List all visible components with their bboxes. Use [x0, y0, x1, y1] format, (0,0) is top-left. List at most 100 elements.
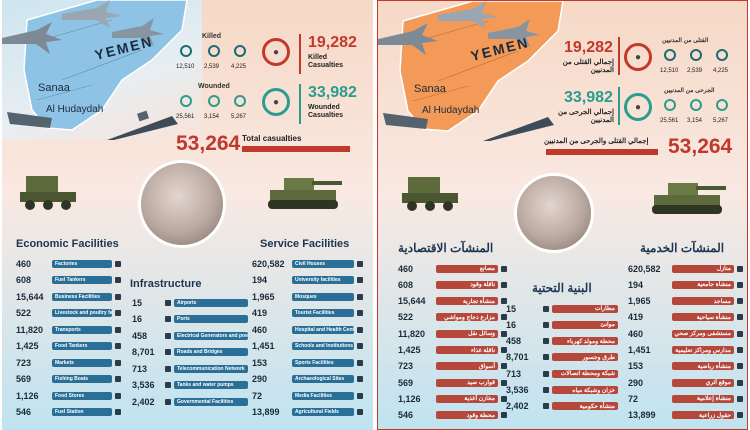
facility-count: 153: [628, 361, 644, 372]
wounded-children-count: 3,154: [687, 118, 703, 124]
tank-icon: [268, 178, 342, 209]
facility-count: 3,536: [506, 385, 529, 395]
facility-count: 546: [398, 410, 414, 421]
facility-count: 460: [16, 258, 32, 269]
facility-count: 15: [506, 303, 517, 314]
facility-label: منشأة جامعية: [672, 280, 734, 289]
facility-label: Fishing Boats: [52, 375, 112, 383]
wounded-women-count: 5,267: [713, 118, 729, 124]
man-icon: [180, 45, 192, 57]
facility-label: حقول زراعية: [672, 411, 734, 420]
facility-label: محطة وقود: [436, 411, 498, 420]
facility-row: 419 منشأة سياحية: [628, 312, 743, 323]
facility-row: 1,965 Mosques: [252, 291, 363, 302]
map-city-sanaa: Sanaa: [38, 82, 70, 94]
facility-icon: [357, 409, 363, 415]
facility-label: Agricultural Fields: [292, 408, 354, 416]
wounded-total-label: إجمالي الجرحى من المدنيين: [557, 109, 614, 125]
facility-count: 3,536: [132, 380, 155, 390]
facility-count: 546: [16, 407, 32, 417]
facility-label: Mosques: [292, 292, 354, 301]
child-icon: [208, 95, 220, 107]
facility-count: 460: [398, 263, 414, 274]
facility-icon: [115, 359, 121, 366]
facility-count: 15: [132, 297, 143, 308]
facility-icon: [165, 398, 171, 405]
wounded-men-count: 25,561: [660, 118, 679, 124]
facility-count: 1,451: [628, 345, 651, 355]
wounded-total-label-line1: Wounded: [308, 104, 340, 111]
facility-label: Fuel Station: [52, 408, 112, 416]
facility-count: 194: [252, 275, 268, 285]
facility-count: 72: [252, 390, 263, 401]
facility-label: وسائل نقل: [436, 329, 498, 338]
facility-row: 11,820 Transports: [16, 324, 121, 335]
economic-facilities-title: المنشآت الاقتصادية: [398, 241, 494, 255]
facility-label: مساجد: [672, 297, 734, 306]
facility-count: 713: [506, 368, 522, 379]
facility-row: 419 Tourist Facilities: [252, 308, 363, 319]
facility-row: 713 Telecommunication Network: [132, 363, 248, 374]
map-city-hudaydah: Al Hudaydah: [422, 105, 480, 116]
facility-icon: [357, 326, 363, 333]
divider: [299, 84, 301, 124]
facility-row: 194 University facilities: [252, 275, 363, 286]
facility-icon: [543, 403, 549, 410]
facility-row: 458 محطة ومولد كهرباء: [506, 336, 618, 347]
facility-count: 1,425: [398, 345, 421, 355]
facility-row: 290 Archaeological Sites: [252, 374, 363, 385]
service-facilities-title: Service Facilities: [260, 238, 350, 250]
facility-count: 1,126: [398, 393, 421, 404]
rocket-launcher-icon: [20, 176, 76, 210]
killed-children-count: 2,539: [204, 64, 220, 70]
rocket-launcher-icon: [402, 177, 458, 211]
killed-label: القتلى من المدنيين: [662, 38, 709, 44]
economic-facilities-title: Economic Facilities: [16, 238, 119, 250]
facility-icon: [737, 314, 743, 321]
facility-icon: [737, 363, 743, 370]
facility-label: Archaeological Sites: [292, 375, 354, 383]
facility-count: 16: [506, 319, 517, 330]
infrastructure-title: Infrastructure: [130, 278, 202, 290]
facility-label: خزان وشبكة مياه: [552, 386, 618, 394]
facility-icon: [737, 265, 743, 272]
facility-icon: [501, 265, 507, 272]
facility-label: طرق وجسور: [552, 353, 618, 362]
facility-icon: [501, 281, 507, 288]
english-infographic-panel: YEMEN Sanaa Al Hudaydah Killed 12,510 2,…: [2, 0, 373, 430]
facility-row: 522 مزارع دجاج ومواشي: [398, 312, 507, 323]
facility-count: 608: [16, 275, 32, 285]
facility-label: مخازن أغذية: [436, 394, 498, 403]
facility-icon: [165, 382, 171, 388]
facility-icon: [737, 330, 743, 337]
facility-row: 569 قوارب صيد: [398, 377, 507, 388]
facility-row: 1,126 Food Stores: [16, 390, 121, 401]
facility-label: محطة ومولد كهرباء: [552, 337, 618, 346]
arabic-infographic-panel: YEMEN Sanaa Al Hudaydah 19,282 إجمالي ال…: [377, 0, 748, 430]
facility-row: 460 مصانع: [398, 263, 507, 274]
killed-label: Killed: [202, 33, 222, 40]
facility-count: 11,820: [398, 328, 426, 339]
facility-row: 2,402 Governmental Facilities: [132, 396, 248, 407]
facility-count: 1,965: [628, 296, 651, 307]
woman-icon: [716, 99, 728, 111]
warship-icon: [7, 110, 178, 140]
facility-label: منشأة تجارية: [436, 297, 498, 306]
facility-row: 15,644 Business Facilities: [16, 291, 121, 302]
facility-row: 546 Fuel Station: [16, 407, 121, 418]
facility-icon: [115, 343, 121, 349]
facility-label: قوارب صيد: [436, 378, 498, 387]
facility-row: 15,644 منشأة تجارية: [398, 296, 507, 307]
facility-row: 620,582 منازل: [628, 263, 743, 274]
facility-count: 713: [132, 363, 148, 374]
facility-count: 153: [252, 357, 268, 368]
facility-label: Sports Facilities: [292, 358, 354, 367]
facility-row: 13,899 حقول زراعية: [628, 410, 743, 421]
facility-label: مدارس ومراكز تعليمية: [672, 346, 734, 354]
facility-count: 15,644: [16, 291, 44, 302]
facility-icon: [543, 321, 549, 328]
facility-row: 15 Airports: [132, 297, 248, 308]
facility-icon: [543, 338, 549, 345]
killed-total-label-line1: Killed: [308, 54, 328, 61]
facility-count: 1,425: [16, 341, 39, 351]
